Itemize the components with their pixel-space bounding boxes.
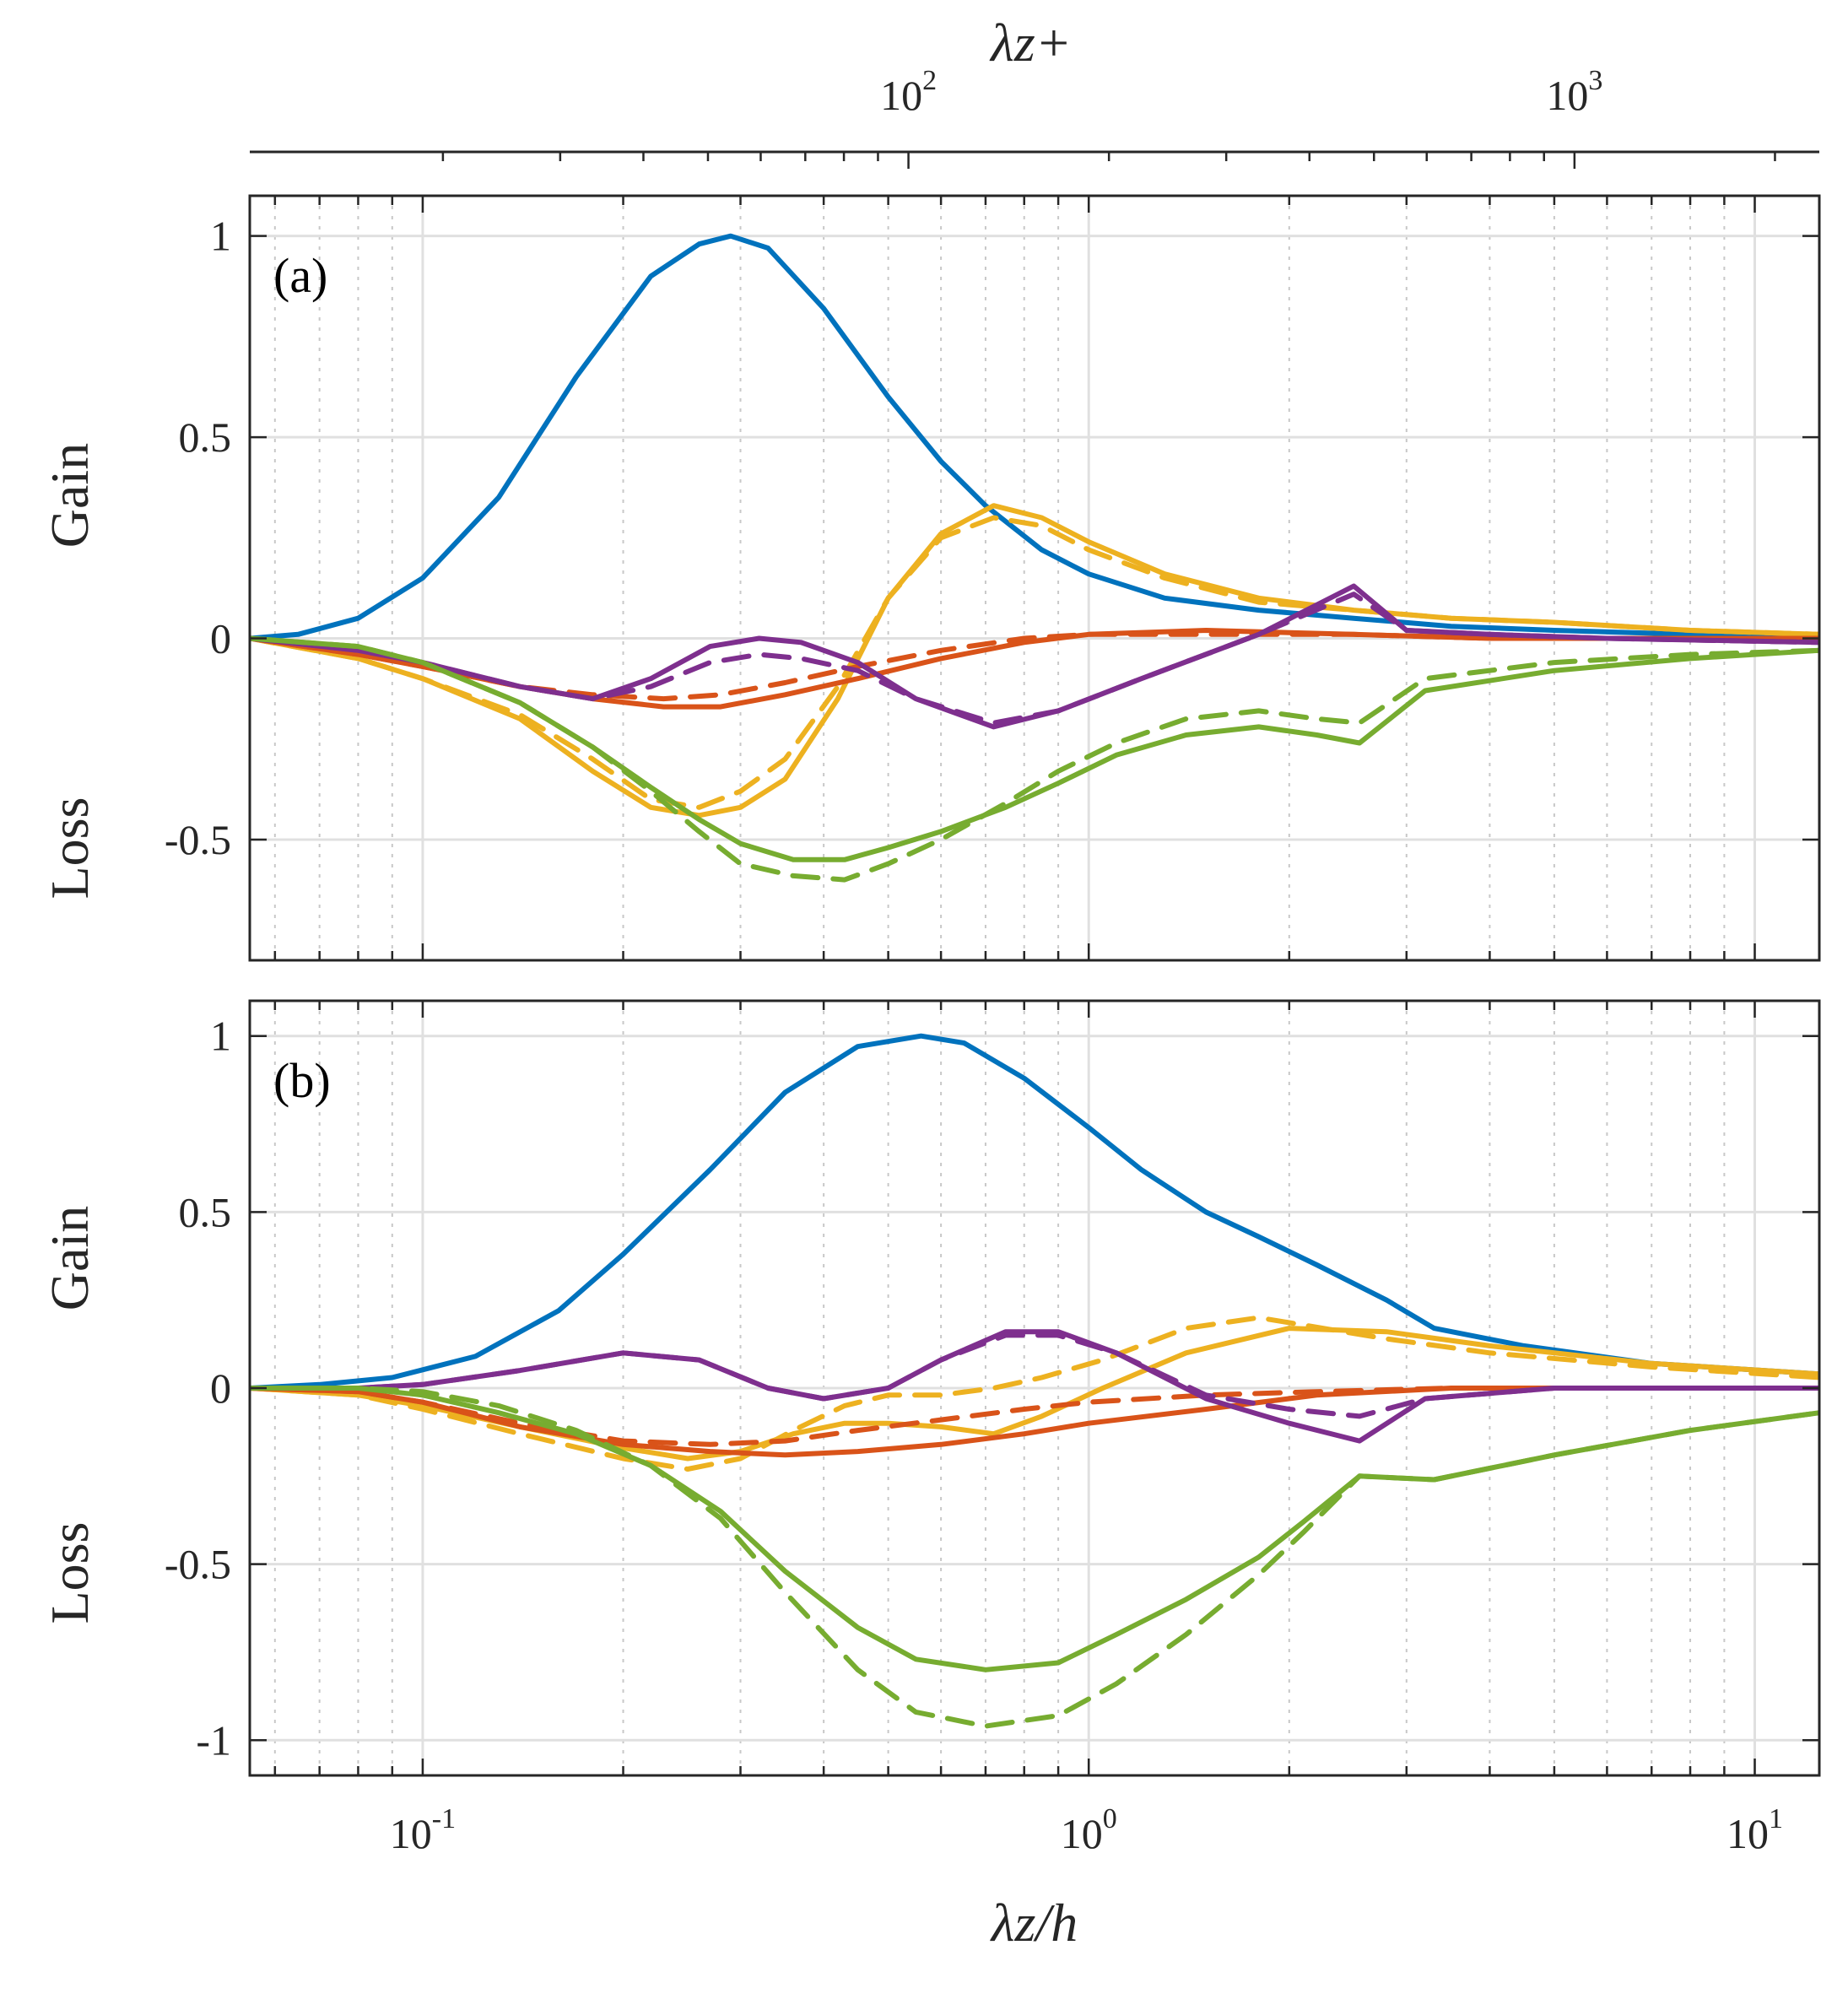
series-line-purple-dashed — [250, 592, 1819, 726]
y-axis-label-loss: Loss — [40, 797, 100, 900]
x-tick-label: 10-1 — [390, 1803, 456, 1857]
y-axis-label-loss: Loss — [40, 1522, 100, 1624]
y-tick-label: -1 — [196, 1716, 231, 1764]
y-tick-label: -0.5 — [165, 816, 231, 863]
series-line-blue-solid — [250, 1033, 1819, 1391]
y-tick-label: 0 — [210, 1364, 231, 1412]
top-tick-exponent: 3 — [1588, 65, 1602, 96]
series-line-purple-dashed — [250, 1332, 1819, 1419]
panel-frame — [248, 194, 1821, 962]
x-tick-label: 100 — [1061, 1803, 1117, 1857]
x-tick-exponent: -1 — [432, 1803, 456, 1834]
axes-layer — [248, 150, 1821, 1777]
series-line-orange-dashed — [250, 515, 1819, 810]
series-line-blue-solid — [250, 233, 1819, 641]
series-line-orange-dashed — [250, 1315, 1819, 1472]
top-tick-exponent: 2 — [922, 65, 937, 96]
series-line-green-dashed — [250, 635, 1819, 883]
panel-label: (b) — [273, 1053, 331, 1108]
series-layer — [250, 233, 1819, 1729]
panel-label: (a) — [273, 248, 327, 303]
panel-a-series — [250, 233, 1819, 883]
panel-b-series — [250, 1033, 1819, 1729]
y-tick-label: 1 — [210, 1013, 231, 1060]
y-tick-label: -0.5 — [165, 1541, 231, 1588]
x-tick-base: 10 — [390, 1810, 432, 1857]
top-tick-base: 10 — [1546, 72, 1588, 119]
y-axis-label-gain: Gain — [40, 443, 100, 548]
x-tick-base: 10 — [1061, 1810, 1103, 1857]
series-line-green-dashed — [250, 1386, 1819, 1729]
y-axis-label-gain: Gain — [40, 1206, 100, 1310]
top-tick-label: 103 — [1546, 65, 1602, 119]
x-tick-exponent: 0 — [1103, 1803, 1117, 1834]
top-axis-label: λz+ — [989, 13, 1072, 73]
y-tick-label: 1 — [210, 213, 231, 260]
top-tick-label: 102 — [880, 65, 937, 119]
x-tick-base: 10 — [1726, 1810, 1769, 1857]
x-tick-label: 101 — [1726, 1803, 1783, 1857]
x-axis-label: λz/h — [990, 1893, 1078, 1953]
series-line-red-dashed — [250, 1386, 1819, 1447]
y-tick-label: 0.5 — [179, 413, 232, 461]
y-tick-label: 0 — [210, 615, 231, 662]
top-tick-base: 10 — [880, 72, 922, 119]
y-tick-label: 0.5 — [179, 1188, 232, 1235]
text-layer: 1 0.5 0 -0.5 (a) Gain Loss 1 0.5 0 -0.5 -1 (b) Gain Lo… — [40, 13, 1783, 1953]
x-tick-exponent: 1 — [1769, 1803, 1783, 1834]
